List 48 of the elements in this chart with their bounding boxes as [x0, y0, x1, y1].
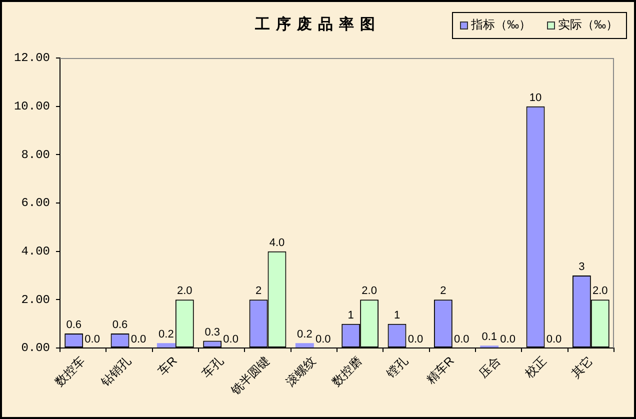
- data-label: 1: [394, 309, 400, 322]
- y-tick-label: 8.00: [21, 148, 50, 162]
- data-label: 10: [529, 92, 542, 104]
- data-label: 0.3: [204, 326, 220, 338]
- legend-label: 实际（‰）: [558, 17, 618, 32]
- data-label: 0.0: [130, 334, 146, 346]
- x-tick-label: 铣半圆键: [228, 354, 272, 398]
- x-tick-label: 数控车: [52, 354, 88, 390]
- data-label: 4.0: [269, 236, 285, 249]
- x-tick-label: 滚螺纹: [283, 354, 318, 390]
- data-label: 0.6: [112, 319, 128, 332]
- x-tick-label: 其它: [568, 354, 596, 381]
- y-tick-label: 12.00: [14, 51, 50, 66]
- data-label: 2.0: [177, 285, 192, 298]
- x-tick-label: 压合: [476, 354, 504, 381]
- y-tick-label: 4.00: [21, 244, 50, 259]
- y-tick-label: 6.00: [21, 196, 50, 210]
- chart-title: 工序废品率图: [254, 15, 381, 34]
- data-label: 2: [440, 285, 446, 298]
- x-tick-label: 钻销孔: [98, 354, 134, 390]
- data-label: 2.0: [362, 285, 377, 298]
- data-label: 0.6: [66, 319, 82, 332]
- data-label: 0.1: [482, 331, 497, 344]
- data-label: 0.0: [223, 334, 238, 346]
- data-label: 0.2: [158, 328, 174, 341]
- y-tick-label: 10.00: [14, 100, 50, 114]
- x-tick-label: 镗孔: [383, 354, 411, 382]
- data-label: 1: [348, 309, 354, 322]
- bar: [156, 343, 176, 348]
- y-tick-label: 2.00: [21, 292, 50, 307]
- x-tick-label: 精车R: [424, 353, 458, 387]
- data-label: 0.0: [316, 334, 331, 346]
- data-label: 0.0: [546, 334, 562, 346]
- x-tick-label: 车R: [155, 353, 180, 378]
- data-label: 2: [255, 285, 262, 298]
- data-label: 0.2: [297, 328, 312, 341]
- x-tick-label: 数控磨: [329, 354, 365, 390]
- data-label: 0.0: [408, 334, 424, 346]
- x-tick-label: 车孔: [199, 354, 226, 381]
- y-tick-label: 0.00: [21, 341, 50, 356]
- data-label: 0.0: [500, 334, 516, 346]
- data-label: 2.0: [592, 285, 608, 298]
- legend-label: 指标（‰）: [470, 17, 531, 32]
- x-tick-label: 校正: [522, 354, 550, 382]
- bar: [295, 343, 314, 348]
- data-label: 0.0: [84, 334, 100, 346]
- data-label: 0.0: [454, 334, 470, 346]
- data-label: 3: [578, 261, 585, 274]
